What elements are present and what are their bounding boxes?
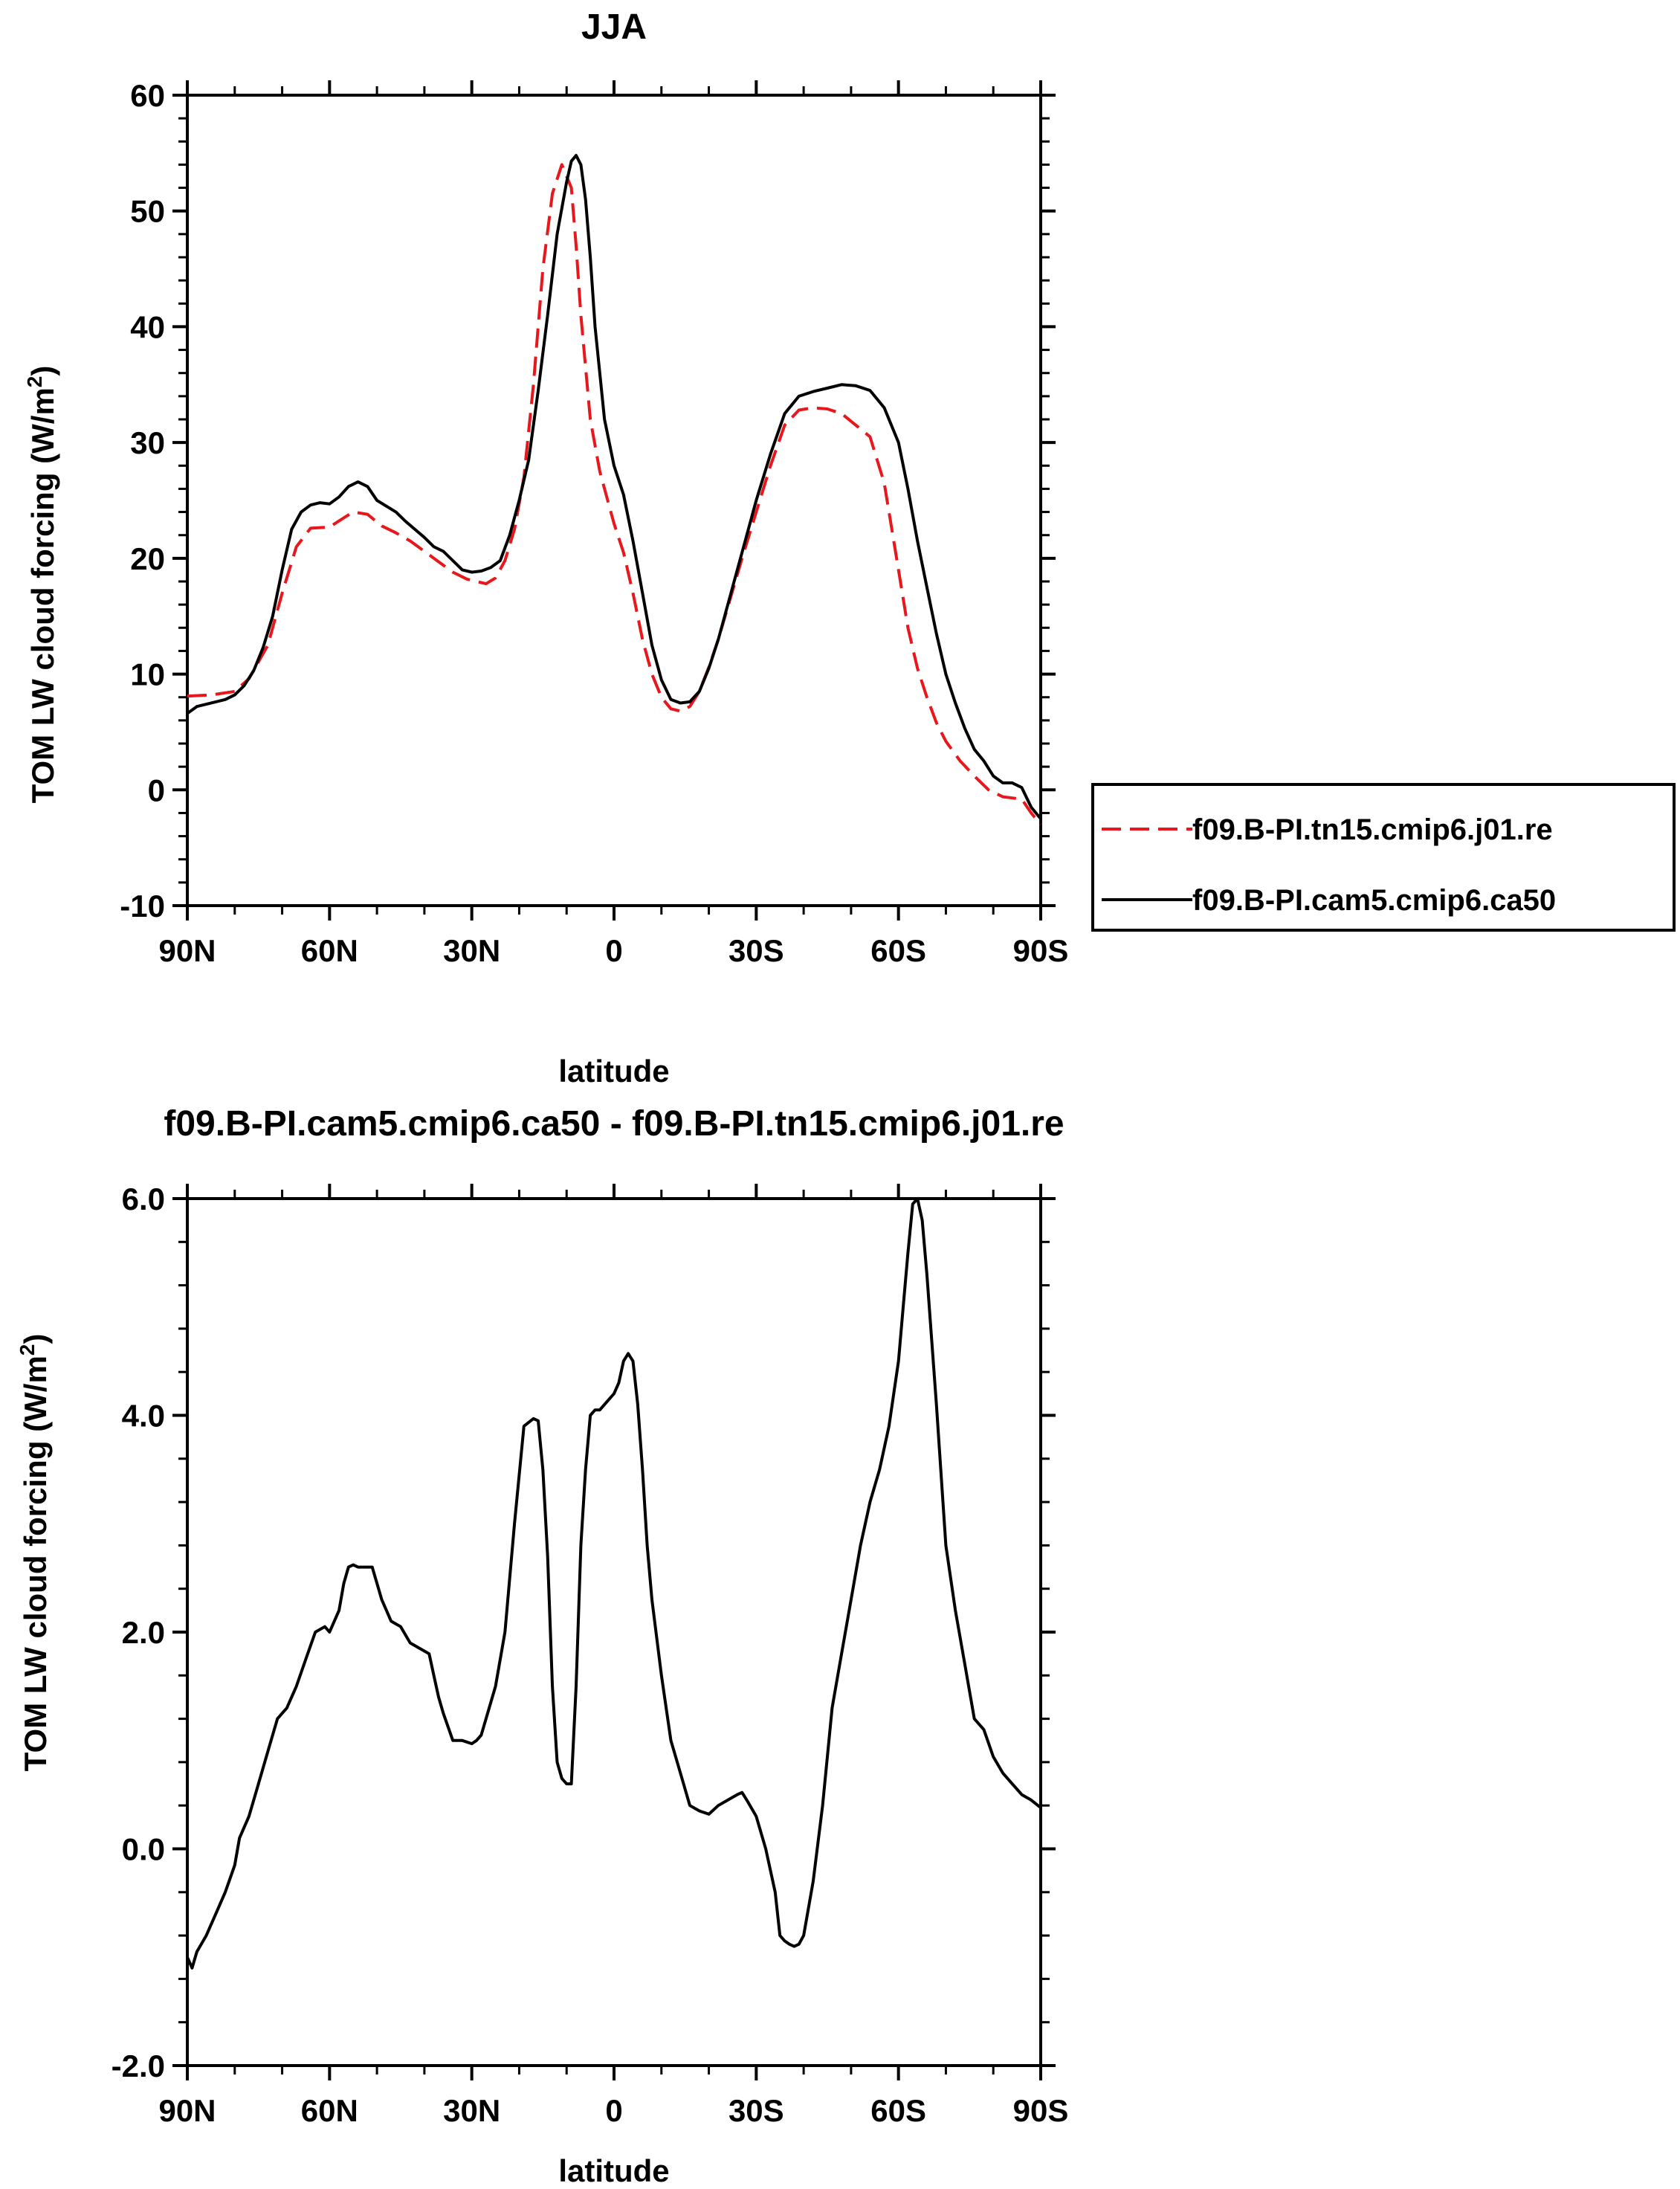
bottom-chart-axes: 90N 60N 30N 0 30S 60S 90S -2.0 0.0 2.0 4.0 6.0 <box>112 1181 1069 2128</box>
x-tick-label: 90N <box>158 2093 216 2128</box>
top-chart: JJA 90N 60N 30N 0 30S 60S 90S-100102030405060 … <box>23 7 1676 1089</box>
top-chart-ylabel-end: ) <box>25 366 60 376</box>
plot-frame <box>186 94 1042 907</box>
bottom-chart-ylabel-sup: 2 <box>16 1344 39 1356</box>
x-tick-label: 30S <box>728 933 784 968</box>
y-tick-label: 4.0 <box>122 1399 165 1434</box>
x-tick-label: 90N <box>158 933 216 968</box>
bottom-chart-series <box>186 1197 1042 1970</box>
bottom-chart-xlabel: latitude <box>558 2153 669 2188</box>
bottom-chart-title: f09.B-PI.cam5.cmip6.ca50 - f09.B-PI.tn15… <box>164 1104 1064 1144</box>
y-tick-label: 50 <box>130 194 165 229</box>
y-tick-label: 40 <box>130 309 165 344</box>
y-tick-label: 6.0 <box>122 1181 165 1216</box>
legend-label-0: f09.B-PI.tn15.cmip6.j01.re <box>1192 813 1553 846</box>
x-tick-label: 30N <box>443 2093 500 2128</box>
x-tick-label: 90S <box>1013 933 1069 968</box>
legend-label-1: f09.B-PI.cam5.cmip6.ca50 <box>1192 884 1556 917</box>
top-chart-axes: 90N 60N 30N 0 30S 60S 90S -10 0 10 20 30 40 50 60 <box>120 78 1068 968</box>
bottom-chart-ylabel-end: ) <box>18 1334 53 1344</box>
top-chart-ylabel: TOM LW cloud forcing (W/m2) <box>23 366 60 804</box>
y-tick-label: 10 <box>130 657 165 692</box>
y-tick-label: 0.0 <box>122 1832 165 1867</box>
x-tick-label: 60N <box>301 933 358 968</box>
x-tick-label: 30N <box>443 933 500 968</box>
top-chart-series <box>186 154 1042 826</box>
top-chart-ylabel-sup: 2 <box>23 376 46 388</box>
series-line-1 <box>186 154 1042 820</box>
bottom-chart: f09.B-PI.cam5.cmip6.ca50 - f09.B-PI.tn15… <box>16 1104 1068 2188</box>
bottom-chart-ylabel: TOM LW cloud forcing (W/m2) <box>16 1334 53 1772</box>
legend-box <box>1091 783 1676 932</box>
x-tick-label: 90S <box>1013 2093 1069 2128</box>
y-tick-label: -2.0 <box>112 2048 165 2083</box>
top-chart-legend: f09.B-PI.tn15.cmip6.j01.re f09.B-PI.cam5… <box>1091 783 1676 932</box>
series-line-0 <box>186 1197 1042 1970</box>
top-chart-ylabel-main: TOM LW cloud forcing (W/m <box>25 387 60 803</box>
x-tick-label: 0 <box>605 933 622 968</box>
x-tick-label: 60S <box>870 933 926 968</box>
y-tick-label: 60 <box>130 78 165 113</box>
x-tick-label: 60N <box>301 2093 358 2128</box>
x-tick-label: 60S <box>870 2093 926 2128</box>
y-tick-label: 30 <box>130 425 165 460</box>
y-tick-label: 0 <box>148 773 165 807</box>
top-chart-title: JJA <box>581 7 647 47</box>
top-chart-xlabel: latitude <box>558 1054 669 1089</box>
x-tick-label: 30S <box>728 2093 784 2128</box>
y-tick-label: 2.0 <box>122 1615 165 1650</box>
x-tick-label: 0 <box>605 2093 622 2128</box>
bottom-chart-ylabel-main: TOM LW cloud forcing (W/m <box>18 1355 53 1771</box>
series-line-0 <box>187 163 1042 826</box>
y-tick-label: -10 <box>120 889 165 923</box>
y-tick-label: 20 <box>130 541 165 576</box>
